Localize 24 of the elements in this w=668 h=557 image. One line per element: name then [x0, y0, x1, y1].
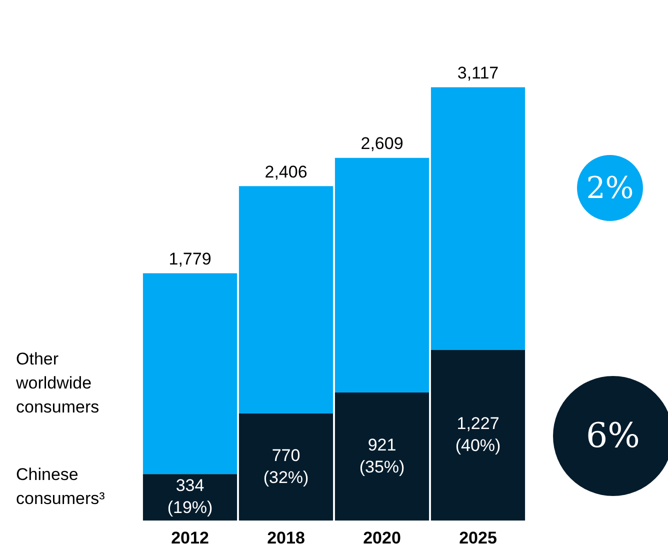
x-tick-label: 2018	[267, 528, 305, 548]
bar	[142, 474, 238, 521]
data-label: 1,227 (40%)	[455, 414, 501, 455]
bar	[334, 158, 430, 393]
circle-badge: 6%	[553, 376, 668, 496]
total-label: 1,779	[168, 249, 212, 268]
bar	[238, 186, 334, 414]
text: Other worldwide consumers	[15, 349, 100, 416]
bar	[430, 87, 526, 350]
data-label: 921 (35%)	[359, 435, 405, 476]
data-label: 770 (32%)	[263, 446, 309, 487]
circle-badge: 2%	[577, 155, 643, 221]
total-label: 2,406	[264, 162, 308, 182]
bar	[430, 350, 526, 521]
bar	[142, 273, 238, 474]
total-label: 3,117	[457, 63, 499, 82]
text: Chinese consumers³	[16, 465, 106, 508]
x-tick-label: 2012	[171, 528, 209, 548]
bar	[238, 414, 334, 521]
total-label: 2,609	[360, 134, 404, 154]
data-label: 334 (19%)	[167, 476, 213, 518]
bar	[334, 392, 430, 521]
x-tick-label: 2020	[363, 528, 401, 548]
x-tick-label: 2025	[459, 528, 497, 548]
